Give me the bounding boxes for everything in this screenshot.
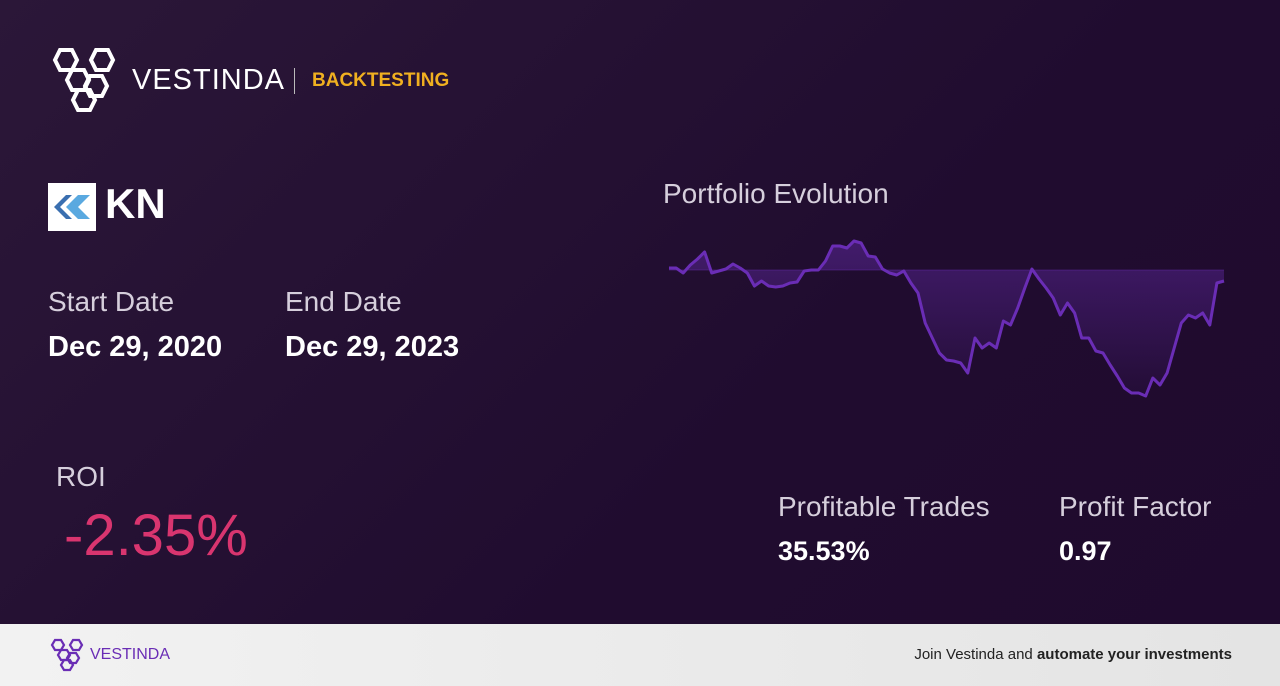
- divider: [294, 68, 295, 94]
- start-value: Dec 29, 2020: [48, 331, 223, 363]
- line: [669, 239, 1225, 398]
- stat-value: 35.53%: [778, 536, 870, 566]
- stat-value: 0.97: [1059, 536, 1112, 566]
- section: BACKTESTING: [312, 70, 450, 91]
- footer: VESTINDA Join Vestinda and automate your…: [0, 624, 1280, 686]
- stat-label: Profitable Trades: [778, 491, 990, 522]
- footer-cta: Join Vestinda and automate your investme…: [914, 646, 1232, 663]
- start-label: Start Date: [48, 286, 175, 317]
- brand: VESTINDA: [132, 64, 286, 96]
- ticker-logo: [48, 183, 96, 231]
- end-label: End Date: [285, 286, 402, 317]
- roi-label: ROI: [56, 461, 106, 492]
- footer-bold: automate your investments: [1036, 646, 1232, 663]
- footer-brand: VESTINDA: [90, 646, 171, 663]
- area: [669, 241, 1224, 396]
- footer-logo: [50, 638, 84, 672]
- logo: [52, 48, 116, 112]
- chart: [669, 239, 1225, 398]
- chart-title: Portfolio Evolution: [663, 178, 889, 209]
- stat-label: Profit Factor: [1059, 491, 1212, 522]
- roi-value: -2.35%: [64, 503, 248, 568]
- footer-text: Join Vestinda and: [914, 646, 1033, 663]
- ticker: KN: [105, 180, 166, 227]
- end-value: Dec 29, 2023: [285, 331, 460, 363]
